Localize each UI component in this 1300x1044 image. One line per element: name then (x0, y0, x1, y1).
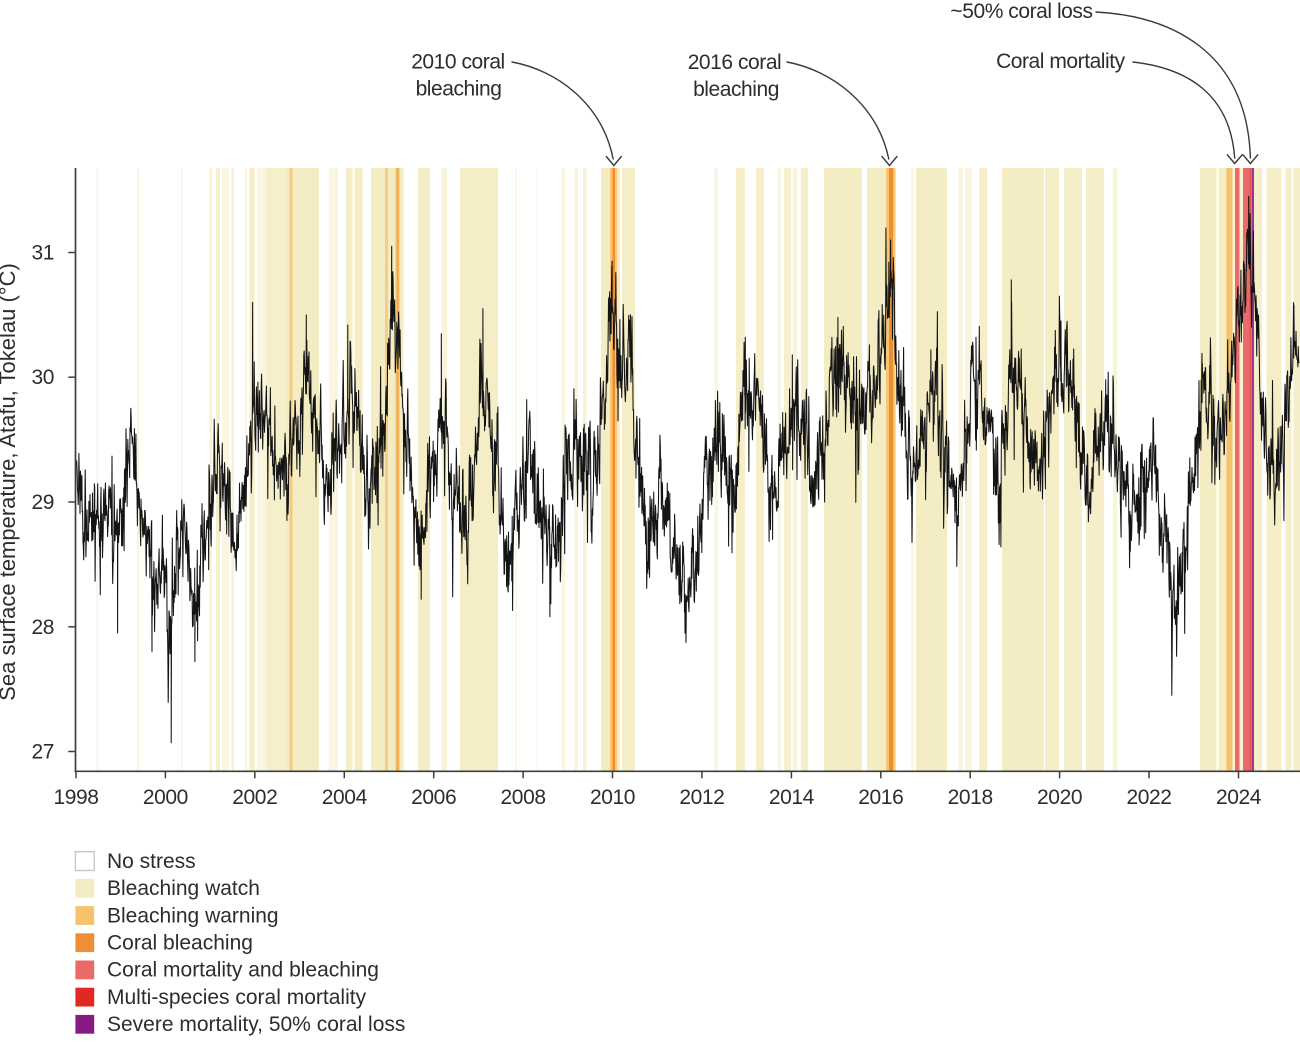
svg-text:1998: 1998 (53, 786, 98, 809)
svg-text:bleaching: bleaching (693, 78, 779, 101)
svg-text:2014: 2014 (769, 786, 815, 809)
svg-text:2010 coral: 2010 coral (411, 51, 505, 74)
svg-text:~50% coral loss: ~50% coral loss (950, 0, 1092, 23)
svg-text:Sea surface temperature, Atafu: Sea surface temperature, Atafu, Tokelau … (0, 263, 20, 701)
svg-text:No stress: No stress (107, 850, 196, 873)
svg-text:28: 28 (31, 616, 54, 639)
svg-text:2012: 2012 (679, 786, 724, 809)
svg-text:bleaching: bleaching (416, 78, 502, 101)
svg-text:Coral mortality: Coral mortality (996, 50, 1126, 73)
svg-text:2010: 2010 (590, 786, 635, 809)
svg-text:2008: 2008 (501, 786, 546, 809)
svg-text:2006: 2006 (411, 786, 456, 809)
svg-text:Bleaching watch: Bleaching watch (107, 877, 260, 900)
svg-text:31: 31 (31, 242, 54, 265)
svg-text:2016: 2016 (858, 786, 903, 809)
svg-text:2000: 2000 (143, 786, 188, 809)
svg-text:Multi-species coral mortality: Multi-species coral mortality (107, 986, 367, 1009)
svg-text:2024: 2024 (1216, 786, 1262, 809)
svg-text:27: 27 (31, 741, 54, 764)
svg-text:2022: 2022 (1126, 786, 1171, 809)
svg-text:Coral mortality and bleaching: Coral mortality and bleaching (107, 959, 379, 982)
svg-text:29: 29 (31, 491, 54, 514)
svg-text:2018: 2018 (948, 786, 993, 809)
svg-text:2020: 2020 (1037, 786, 1082, 809)
svg-text:Severe mortality, 50% coral lo: Severe mortality, 50% coral loss (107, 1013, 405, 1036)
svg-text:Coral bleaching: Coral bleaching (107, 932, 253, 955)
svg-text:2002: 2002 (232, 786, 277, 809)
svg-text:Bleaching warning: Bleaching warning (107, 904, 279, 927)
svg-text:30: 30 (31, 366, 54, 389)
svg-text:2016 coral: 2016 coral (688, 51, 782, 74)
svg-text:2004: 2004 (322, 786, 368, 809)
